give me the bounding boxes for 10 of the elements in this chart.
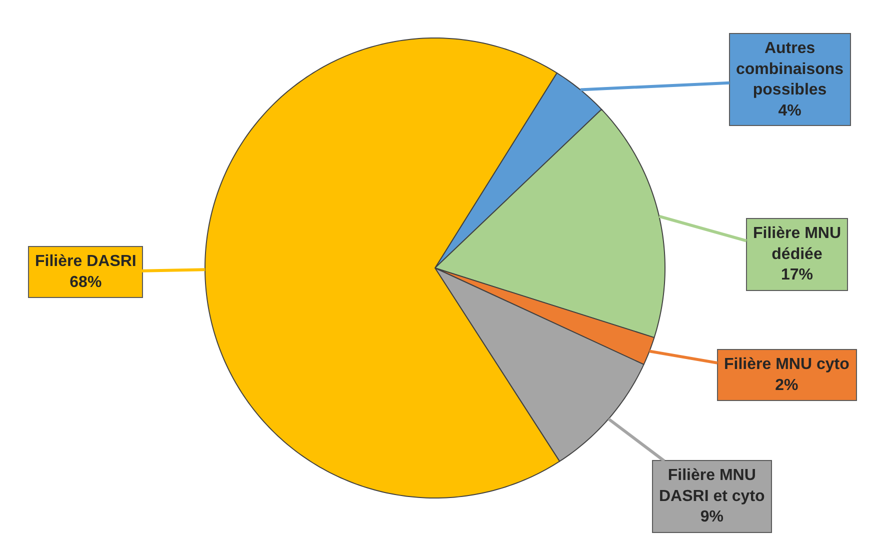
slice-label: Filière MNU DASRI et cyto [659,467,766,505]
slice-label: Autres combinaisons possibles [736,40,844,99]
slice-label: Filière MNU dédiée [753,225,842,263]
data-label: 4% [778,102,802,120]
data-label: 9% [700,508,724,526]
data-label: 68% [70,274,102,291]
data-label: 2% [775,376,798,394]
slice-label: Filière MNU cyto [724,356,850,373]
data-label: 17% [780,266,814,284]
slice-label: Filière DASRI [35,253,136,270]
